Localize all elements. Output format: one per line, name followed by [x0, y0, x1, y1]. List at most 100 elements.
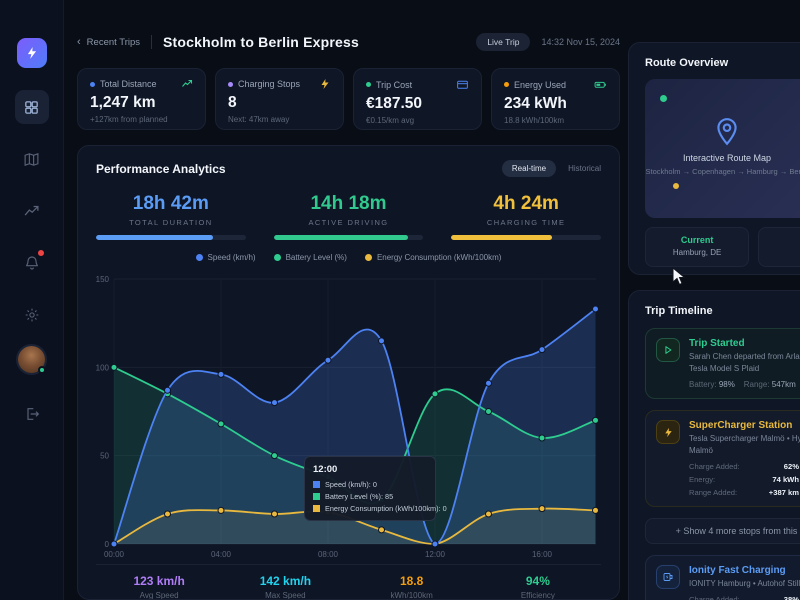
mouse-cursor	[672, 267, 686, 286]
svg-text:00:00: 00:00	[104, 550, 125, 559]
stat-card-energy-used: Energy Used 234 kWh 18.8 kWh/100km	[491, 68, 620, 130]
logout-button[interactable]	[17, 399, 47, 429]
event-stats: Battery: 98% Range: 547km	[689, 380, 796, 389]
svg-text:08:00: 08:00	[318, 550, 339, 559]
progress-bar	[451, 235, 601, 240]
nav-sidebar	[0, 0, 64, 600]
timeline-event-trip-started[interactable]: Trip Started Sarah Chen departed from Ar…	[645, 328, 800, 399]
svg-text:04:00: 04:00	[211, 550, 232, 559]
current-location-card[interactable]: Current Hamburg, DE	[645, 227, 750, 267]
svg-text:150: 150	[96, 275, 110, 284]
location-pin-icon	[717, 118, 737, 146]
stat-label: Trip Cost	[376, 79, 413, 90]
stat-value: 234 kWh	[504, 95, 567, 112]
play-icon	[656, 338, 680, 362]
legend-dot-battery	[273, 254, 281, 261]
stat-consumption: 18.8 kWh/100km	[390, 574, 433, 600]
progress-bar	[96, 235, 246, 240]
timeline-event-supercharger[interactable]: SuperCharger Station Tesla Supercharger …	[645, 410, 800, 507]
chart-tooltip: 12:00 Speed (km/h): 0 Battery Level (%):…	[304, 456, 447, 521]
stat-sub: Next: 47km away	[228, 115, 290, 124]
sidebar-item-settings[interactable]	[15, 298, 49, 332]
current-value: Hamburg, DE	[672, 248, 722, 257]
map-icon	[24, 152, 39, 166]
page-header: ‹ Recent Trips Stockholm to Berlin Expre…	[77, 31, 620, 53]
toggle-realtime[interactable]: Real-time	[501, 160, 557, 177]
stat-card-charging-stops: Charging Stops 8 Next: 47km away	[215, 68, 344, 130]
user-avatar[interactable]	[18, 346, 46, 374]
label-dot	[504, 82, 509, 87]
right-sidebar: Route Overview Interactive Route Map Sto…	[628, 0, 800, 600]
stat-value: 8	[228, 94, 237, 111]
stat-efficiency: 94% Efficiency	[520, 574, 555, 600]
notification-alert-dot	[37, 250, 44, 256]
duration-summary: 18h 42m TOTAL DURATION 14h 18m ACTIVE DR…	[96, 193, 601, 240]
header-divider	[151, 35, 152, 49]
tooltip-swatch	[313, 505, 320, 512]
toggle-historical[interactable]: Historical	[568, 164, 601, 173]
legend-dot-speed	[195, 254, 203, 261]
back-link[interactable]: Recent Trips	[86, 36, 140, 48]
dashboard-grid-icon	[25, 100, 38, 114]
label-dot	[228, 81, 233, 87]
sidebar-item-notifications[interactable]	[15, 246, 49, 280]
map-label: Interactive Route Map	[682, 153, 772, 163]
progress-bar	[273, 235, 424, 240]
tooltip-swatch	[313, 481, 320, 488]
duration-total: 18h 42m TOTAL DURATION	[96, 193, 246, 240]
svg-text:12:00: 12:00	[425, 550, 446, 559]
stat-value: €187.50	[366, 95, 423, 112]
stat-sub: 18.8 kWh/100km	[504, 116, 565, 125]
svg-text:16:00: 16:00	[532, 550, 553, 559]
header-timestamp: 14:32 Nov 15, 2024	[541, 37, 620, 47]
route-start-dot	[660, 95, 667, 102]
stat-max-speed: 142 km/h Max Speed	[259, 574, 312, 600]
performance-analytics-panel: Performance Analytics Real-time Historic…	[77, 145, 620, 600]
stat-label: Energy Used	[514, 79, 567, 90]
logout-icon	[26, 408, 39, 420]
stat-card-total-distance: Total Distance 1,247 km +127km from plan…	[77, 68, 206, 130]
app-logo-bolt-icon[interactable]	[16, 38, 47, 68]
label-dot	[90, 81, 95, 87]
bottom-stats-row: 123 km/h Avg Speed 142 km/h Max Speed 18…	[96, 564, 601, 600]
bolt-icon	[321, 79, 329, 89]
line-chart[interactable]: 0 50 100 150 00:00 04:00 08:00 12:00 16:00	[96, 264, 601, 569]
sidebar-item-map[interactable]	[15, 142, 49, 176]
interactive-route-map[interactable]: Interactive Route Map Stockholm → Copenh…	[645, 79, 800, 218]
svg-text:100: 100	[96, 363, 110, 372]
stat-card-row: Total Distance 1,247 km +127km from plan…	[77, 68, 620, 130]
event-stats: Charge Added:62%Duration: Energy:74 kWhC…	[689, 462, 799, 497]
stat-card-trip-cost: Trip Cost €187.50 €0.15/km avg	[353, 68, 482, 130]
stat-avg-speed: 123 km/h Avg Speed	[133, 574, 185, 600]
page-title: Stockholm to Berlin Express	[163, 34, 360, 50]
next-location-card[interactable]	[758, 227, 800, 267]
sidebar-item-dashboard[interactable]	[14, 90, 49, 124]
chart-legend: Speed (km/h) Battery Level (%) Energy Co…	[96, 253, 601, 262]
trip-timeline-title: Trip Timeline	[645, 305, 713, 317]
map-route-text: Stockholm → Copenhagen → Hamburg → Berli…	[645, 167, 800, 176]
legend-label: Speed (km/h)	[207, 253, 256, 262]
svg-text:50: 50	[100, 452, 109, 461]
route-overview-panel: Route Overview Interactive Route Map Sto…	[628, 42, 800, 275]
timeline-event-ionity[interactable]: Ionity Fast Charging IONITY Hamburg • Au…	[645, 555, 800, 600]
stat-sub: +127km from planned	[90, 115, 168, 124]
show-more-stops-button[interactable]: + Show 4 more stops from this trip	[645, 518, 800, 544]
sidebar-item-analytics[interactable]	[15, 194, 49, 228]
route-stop-dot	[673, 183, 679, 189]
event-stats: Charge Added:38%Duration: Energy:45 kWhC…	[689, 595, 799, 600]
bolt-icon	[656, 420, 680, 444]
legend-label: Battery Level (%)	[285, 253, 347, 262]
duration-driving: 14h 18m ACTIVE DRIVING	[273, 193, 424, 240]
trip-timeline-panel: Trip Timeline Trip Started Sarah Chen de…	[628, 290, 800, 600]
route-overview-title: Route Overview	[645, 57, 729, 69]
back-chevron-icon[interactable]: ‹	[77, 36, 81, 48]
stat-label: Total Distance	[100, 79, 157, 89]
main-content: ‹ Recent Trips Stockholm to Berlin Expre…	[77, 0, 620, 600]
bell-icon	[25, 256, 38, 270]
tooltip-swatch	[313, 493, 320, 500]
current-label: Current	[680, 235, 714, 245]
legend-label: Energy Consumption (kWh/100km)	[376, 253, 502, 262]
time-range-toggle: Real-time Historical	[501, 160, 601, 177]
stat-value: 1,247 km	[90, 94, 156, 111]
